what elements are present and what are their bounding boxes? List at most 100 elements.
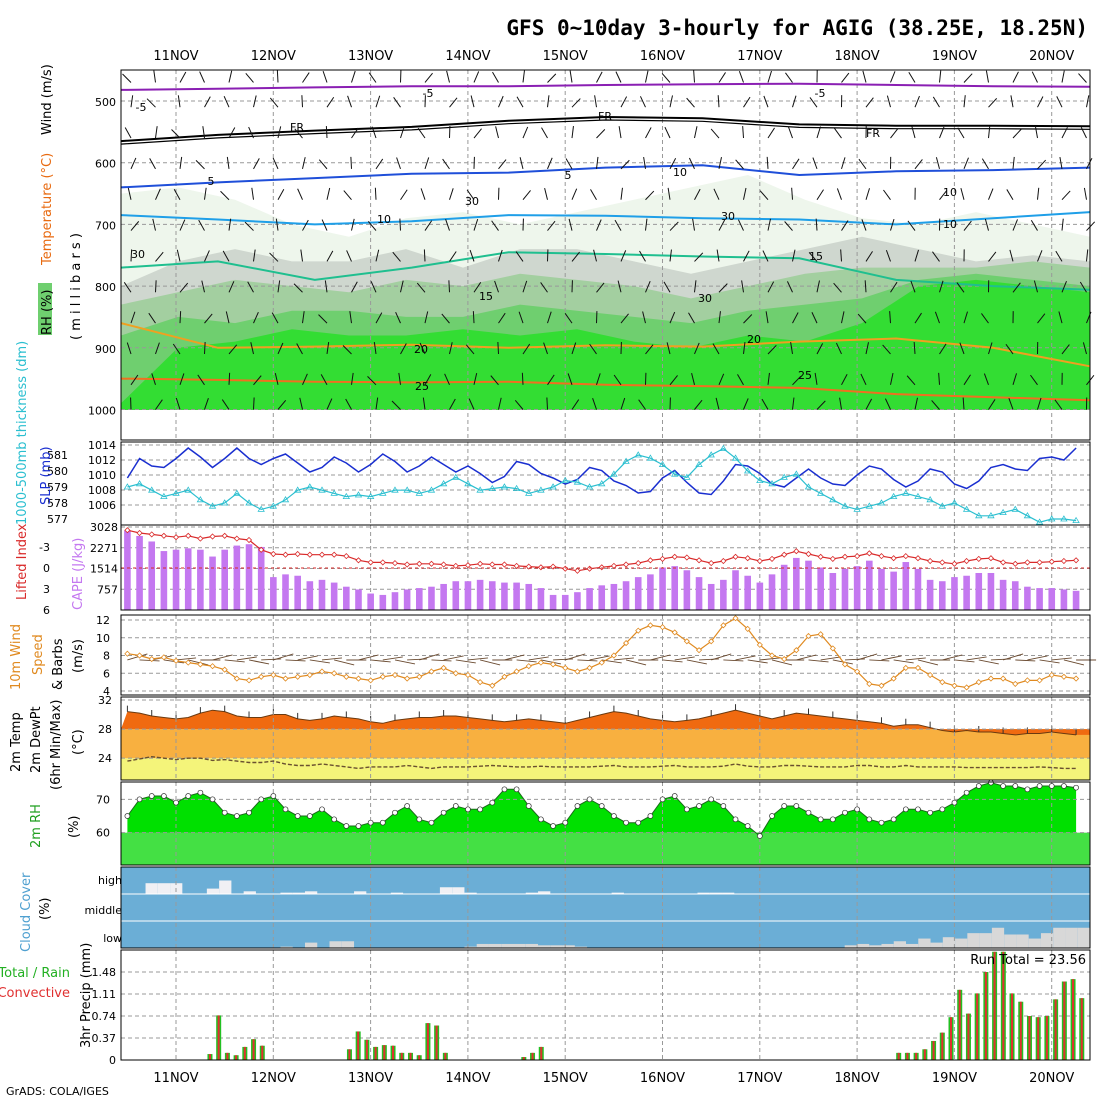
wind-barb	[691, 373, 695, 385]
wind10-label-c: & Barbs	[51, 638, 66, 690]
thickness-point	[184, 486, 192, 493]
wind-barb	[568, 218, 573, 231]
li-point	[720, 557, 727, 565]
date-axis-top: 11NOV 12NOV 13NOV 14NOV 15NOV 16NOV 17NOV 18NOV…	[153, 49, 1074, 64]
wind10-point	[854, 668, 861, 675]
wind-barb	[816, 126, 821, 139]
cloud-high-bar	[439, 887, 453, 894]
wind10-point	[744, 625, 751, 632]
wind10-barb	[297, 655, 318, 661]
li-point	[428, 560, 435, 567]
thickness-point	[330, 489, 338, 496]
wind-barb	[694, 399, 703, 410]
wind-barb	[834, 128, 842, 139]
li-point	[1024, 559, 1031, 566]
cloud-units: (%)	[38, 898, 53, 921]
wind-barb	[694, 342, 700, 355]
li-point	[282, 551, 289, 558]
cloud-high-bar	[304, 891, 318, 894]
cape-bar	[233, 545, 241, 610]
contour-label: 30	[131, 248, 145, 261]
rh-point	[708, 796, 715, 803]
cloud-low-bar	[280, 946, 293, 948]
cloud-high-bar	[452, 887, 465, 894]
cape-bar	[744, 575, 751, 610]
wind10-point	[866, 680, 873, 687]
li-point	[294, 550, 301, 558]
cape-bar	[513, 582, 520, 610]
wind-barb	[302, 72, 310, 83]
wind-barb	[400, 126, 405, 139]
wind-barb	[661, 73, 671, 83]
wind10-point	[477, 679, 484, 686]
precip-conv-bar	[1037, 1017, 1040, 1060]
temp-band-low	[121, 758, 1090, 780]
wind10-point	[963, 684, 970, 691]
wind-barb	[1037, 159, 1047, 170]
cape-bar	[124, 530, 131, 610]
cape-bar	[318, 579, 326, 610]
cloud-low-bar	[476, 943, 489, 948]
cape-bar	[549, 594, 557, 610]
upper-units-label: ( m i l l i b a r s )	[69, 233, 84, 340]
rh-point	[294, 813, 301, 819]
wind-barb	[420, 188, 426, 200]
temp-band-mid	[121, 729, 1090, 759]
wind10-barb	[978, 659, 999, 665]
cape-bar	[561, 594, 569, 610]
li-point	[635, 560, 642, 567]
cape-bar	[330, 582, 338, 610]
wind-barb	[645, 281, 651, 293]
cloud-low-bar	[574, 946, 588, 948]
li-point	[647, 557, 654, 564]
wind10-point	[890, 675, 897, 682]
li-point	[756, 557, 763, 565]
thickness-tick-label: 579	[47, 481, 68, 494]
wind-barb	[248, 126, 254, 139]
li-point	[233, 535, 240, 542]
thickness-point	[962, 505, 971, 512]
thickness-point	[671, 470, 679, 477]
wind-barb	[1086, 95, 1090, 108]
cape-bar	[306, 581, 314, 610]
temp-tick-label: 24	[98, 752, 112, 765]
date-label-bottom: 13NOV	[348, 1071, 393, 1086]
wind-barb	[204, 313, 213, 324]
li-point	[1060, 557, 1067, 565]
wind-tick-label: 6	[103, 667, 110, 680]
li-tick-label: 3	[43, 583, 50, 596]
wind-barb	[565, 158, 573, 170]
wind-barb	[228, 281, 235, 293]
wind-barb	[228, 372, 231, 385]
precip-conv-bar	[374, 1046, 377, 1060]
wind-barb	[250, 342, 254, 355]
wind-barb	[245, 72, 254, 83]
wind-barb	[814, 372, 818, 385]
wind-barb	[615, 71, 622, 83]
wind-frame	[120, 614, 1091, 696]
precip-label-a: Total / Rain	[0, 966, 70, 981]
wind-barb	[841, 373, 848, 386]
wind-barb	[445, 219, 450, 231]
wind10-point	[756, 641, 763, 648]
wind10-barb	[176, 657, 197, 661]
wind-barb	[988, 342, 993, 355]
rh-point	[538, 816, 544, 823]
wind-barb	[498, 397, 502, 410]
date-label-bottom: 18NOV	[835, 1071, 880, 1086]
cape-bar	[695, 577, 703, 610]
wind10-point	[927, 671, 934, 679]
thickness-point	[512, 484, 521, 491]
wind-barb	[889, 311, 891, 324]
wind-barb	[931, 400, 940, 410]
wind-barb	[593, 249, 597, 262]
thickness-point	[196, 496, 205, 503]
wind10-barb	[516, 659, 537, 663]
li-point	[245, 536, 253, 544]
wind-barb	[1008, 398, 1014, 410]
cape-bar	[914, 568, 922, 610]
thickness-point	[281, 496, 290, 503]
wind-barb	[983, 373, 989, 385]
thickness-point	[160, 492, 168, 499]
rh-point	[1073, 784, 1079, 791]
